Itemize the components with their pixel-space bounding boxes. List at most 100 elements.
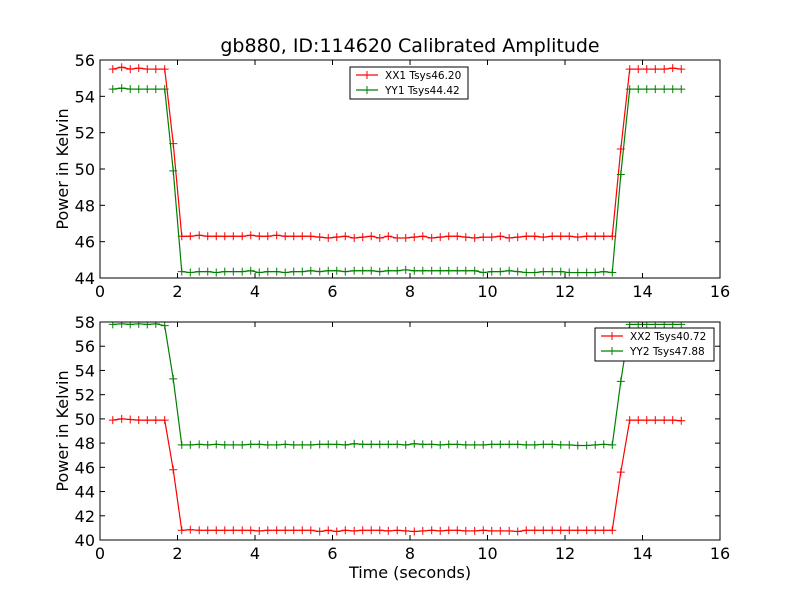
bottom-series-1-point [367,440,376,449]
bottom-series-0-point [565,526,574,535]
top-x-tick-label: 12 [555,282,575,301]
bottom-series-1-point [134,322,143,328]
top-series-0-point [203,232,212,241]
bottom-series-1-point [634,322,643,329]
bottom-series-1-point [298,440,307,449]
top-series-0-point [660,65,669,74]
bottom-series-0-point [505,526,514,535]
top-series-1-point [642,85,651,94]
top-series-1-point [668,85,677,94]
bottom-series-0-point [513,527,522,536]
bottom-series-0-point [418,526,427,535]
top-series-0-point [246,231,255,240]
top-y-tick-label: 54 [75,87,95,106]
top-series-0-point [651,65,660,74]
top-series-1-point [608,268,617,277]
top-series-0-point [634,65,643,74]
bottom-series-0-line [112,418,682,533]
top-series-0-point [272,231,281,240]
bottom-series-1-point [220,440,229,449]
top-series-1-point [444,266,453,275]
top-series-0-point [117,63,126,72]
bottom-series-1-point [479,440,488,449]
top-y-tick-label: 44 [75,269,95,288]
top-series-0-point [212,232,221,241]
bottom-x-tick-label: 10 [477,544,497,563]
top-series-1-point [358,266,367,275]
bottom-series-1-point [548,440,557,449]
top-legend: XX1 Tsys46.20 YY1 Tsys44.42 [349,66,469,100]
top-series-1-point [660,85,669,94]
top-series-0-point [668,64,677,73]
top-series-0-point [427,234,436,243]
top-series-1-point [341,267,350,276]
top-series-1-point [212,268,221,277]
bottom-series-1-point [591,440,600,449]
top-series-0-point [505,234,514,243]
top-series-1-point [651,85,660,94]
bottom-series-1-point [444,440,453,449]
bottom-series-0-point [263,526,272,535]
top-series-1-point [393,266,402,275]
bottom-series-1-point [160,322,169,330]
bottom-y-tick-label: 48 [75,434,95,453]
top-legend-box [349,66,469,100]
bottom-series-0-point [143,416,152,425]
bottom-series-1-point [505,440,514,449]
top-series-0-point [522,232,531,241]
bottom-series-1-point [530,440,539,449]
top-x-tick-label: 14 [632,282,652,301]
top-series-0-point [453,232,462,241]
bottom-series-0-point [220,526,229,535]
top-series-1-point [281,268,290,277]
top-x-tick-label: 4 [250,282,260,301]
bottom-series-1-point [470,440,479,449]
top-x-tick-label: 8 [405,282,415,301]
chart-title: gb880, ID:114620 Calibrated Amplitude [220,35,599,57]
top-series-0-point [556,232,565,241]
top-series-1-point [565,268,574,277]
bottom-series-0-point [195,526,204,535]
top-series-1-point [427,266,436,275]
bottom-x-tick-label: 14 [632,544,652,563]
bottom-series-0-point [444,526,453,535]
top-series-0-point [298,232,307,241]
top-series-0-point [625,65,634,74]
bottom-y-tick-label: 54 [75,361,95,380]
bottom-series-0-point [470,526,479,535]
bottom-series-1-point [315,440,324,449]
top-series-1-point [625,85,634,94]
bottom-series-0-point [573,526,582,535]
bottom-series-0-point [427,526,436,535]
bottom-series-0-point [556,526,565,535]
top-y-axis-label: Power in Kelvin [53,108,72,229]
bottom-series-0-point [642,416,651,425]
bottom-series-0-point [660,416,669,425]
bottom-x-tick-label: 6 [327,544,337,563]
bottom-series-1-point [410,439,419,448]
bottom-series-0-point [591,526,600,535]
top-series-0-point [350,234,359,243]
top-series-0-point [375,234,384,243]
top-series-0-point [220,232,229,241]
top-series-1-point [324,266,333,275]
bottom-y-tick-label: 56 [75,337,95,356]
top-series-0-point [263,232,272,241]
bottom-series-0-point [238,526,247,535]
bottom-series-0-point [169,465,178,474]
bottom-series-1-point [539,440,548,449]
top-series-1-point [470,266,479,275]
top-legend-marker [363,86,371,94]
top-legend-label: XX1 Tsys46.20 [385,70,461,82]
top-series-1-point [410,266,419,275]
bottom-series-1-point [281,440,290,449]
bottom-x-tick-label: 8 [405,544,415,563]
bottom-series-1-point [513,440,522,449]
top-series-1-point [134,85,143,94]
bottom-series-1-point [660,322,669,329]
bottom-series-0-point [487,526,496,535]
top-legend-marker [363,71,371,79]
top-series-1-point [220,267,229,276]
top-series-1-line [112,87,682,274]
